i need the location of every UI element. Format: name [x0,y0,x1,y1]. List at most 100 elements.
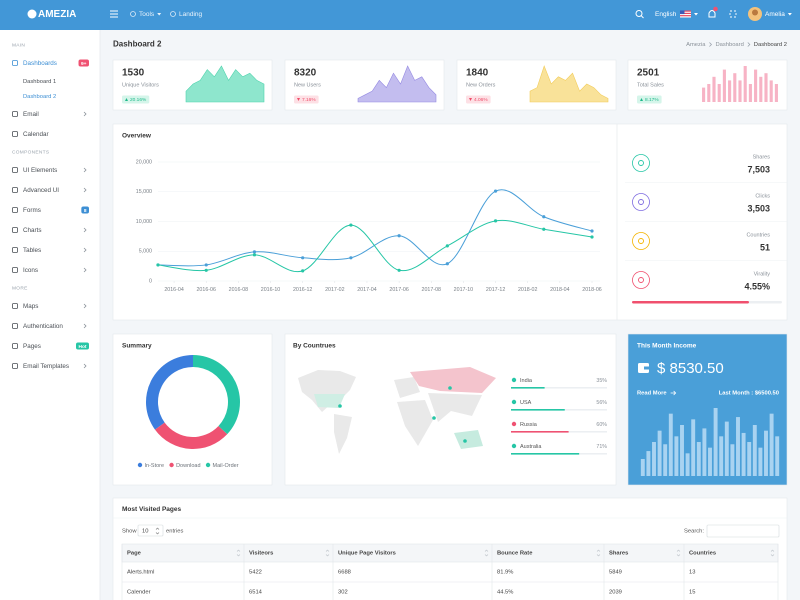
sparkline-bar [738,80,742,102]
fullscreen-icon[interactable] [729,10,737,18]
income-link[interactable]: Read More [637,391,667,397]
income-bar [730,444,735,476]
top-bar [0,0,800,30]
search-icon[interactable] [635,10,643,17]
pie-slice [146,355,193,430]
stat-change-pill [122,95,150,104]
nav-icon [12,187,18,193]
nav-item[interactable]: Authentication [23,323,63,330]
nav-item[interactable]: Calendar [23,131,49,138]
nav-item[interactable]: Maps [23,303,38,310]
nav-icon [12,247,18,253]
nav-item[interactable]: Tables [23,247,41,254]
nav-item[interactable]: Advanced UI [23,187,59,194]
country-bar [511,409,565,411]
search-input[interactable] [706,524,780,538]
x-tick-label: 2017-04 [357,287,376,293]
income-card [627,333,788,486]
legend-dot [169,462,174,468]
map-south-america [334,414,352,454]
menu-icon [170,11,176,17]
y-tick-label: 5,000 [139,249,152,255]
breadcrumb-item[interactable]: Amezia [686,42,706,48]
table-cell: 6688 [338,570,351,576]
line-point [445,262,449,266]
notification-icon[interactable] [708,10,716,18]
nav-subitem[interactable]: Dashboard 1 [23,79,56,85]
line-point [156,263,160,267]
line-point [542,215,546,219]
nav-item[interactable]: Forms [23,207,41,214]
sparkline-bar [717,84,721,102]
income-bar [769,413,774,476]
metric-label: Countries [746,232,770,238]
country-dot [511,421,517,427]
sparkline-bar [754,69,758,102]
income-bar [674,436,679,476]
x-tick-label: 2016-10 [261,287,280,293]
legend-label: Download [176,463,200,469]
income-bar [685,453,690,476]
table-cell: 6514 [249,590,263,596]
legend-dot [205,462,211,468]
stat-label: New Orders [466,82,496,88]
sparkline-area [357,65,437,103]
column-header[interactable]: Shares [609,551,628,557]
metric-value: 7,503 [747,164,770,174]
wallet-clasp [644,366,649,370]
table-header [121,543,779,563]
country-bar [511,431,569,433]
income-bar [741,432,746,476]
country-bar [511,387,545,389]
x-tick-label: 2016-04 [164,287,183,293]
nav-icon [12,343,18,349]
nav-icon [12,227,18,233]
nav-item[interactable]: Charts [23,227,42,234]
pie-slice [193,355,240,435]
nav-icon [12,60,18,66]
menu-item[interactable]: Landing [179,11,203,18]
line-point [493,189,498,193]
user-name[interactable]: Amelia [765,11,785,18]
table-cell: 44.5% [497,590,513,596]
nav-item[interactable]: Email [23,111,39,118]
breadcrumb-item[interactable]: Dashboard [715,42,743,48]
column-header[interactable]: Unique Page Visitors [338,551,396,557]
legend-label: Mail-Order [213,463,239,469]
nav-item[interactable]: Dashboards [23,60,57,67]
column-header[interactable]: Bounce Rate [497,551,533,557]
x-tick-label: 2016-06 [196,287,215,293]
nav-item[interactable]: Email Templates [23,363,69,370]
page-title: Dashboard 2 [113,40,162,49]
column-header[interactable]: Countries [689,551,716,557]
nav-item[interactable]: UI Elements [23,167,57,174]
column-header[interactable]: Visiteors [249,551,273,557]
sparkline-bar [707,84,711,102]
country-value-label: 71% [596,444,607,450]
caret [694,13,698,16]
income-bar [652,442,656,476]
nav-item[interactable]: Pages [23,343,41,350]
stat-change-pill [637,95,662,104]
income-bar [713,408,718,476]
nav-subitem[interactable]: Dashboard 2 [23,94,56,100]
metric-label: Virality [754,271,771,277]
map-europe [394,377,420,398]
nav-item[interactable]: Icons [23,267,38,274]
logo-icon [27,9,37,19]
column-header[interactable]: Page [127,551,142,557]
menu-item[interactable]: Tools [139,11,155,18]
nav-badge [78,59,89,67]
nav-icon [12,363,18,369]
chevron [83,247,87,253]
logo: AMEZIA [38,9,76,20]
metric-icon [632,193,650,211]
income-bar [775,436,780,476]
income-amount: $ 8530.50 [657,360,724,377]
language[interactable]: English [655,11,677,18]
map-africa [397,400,433,446]
map-dot [463,439,467,443]
line-point [204,263,208,267]
flag-stripe [680,12,691,14]
